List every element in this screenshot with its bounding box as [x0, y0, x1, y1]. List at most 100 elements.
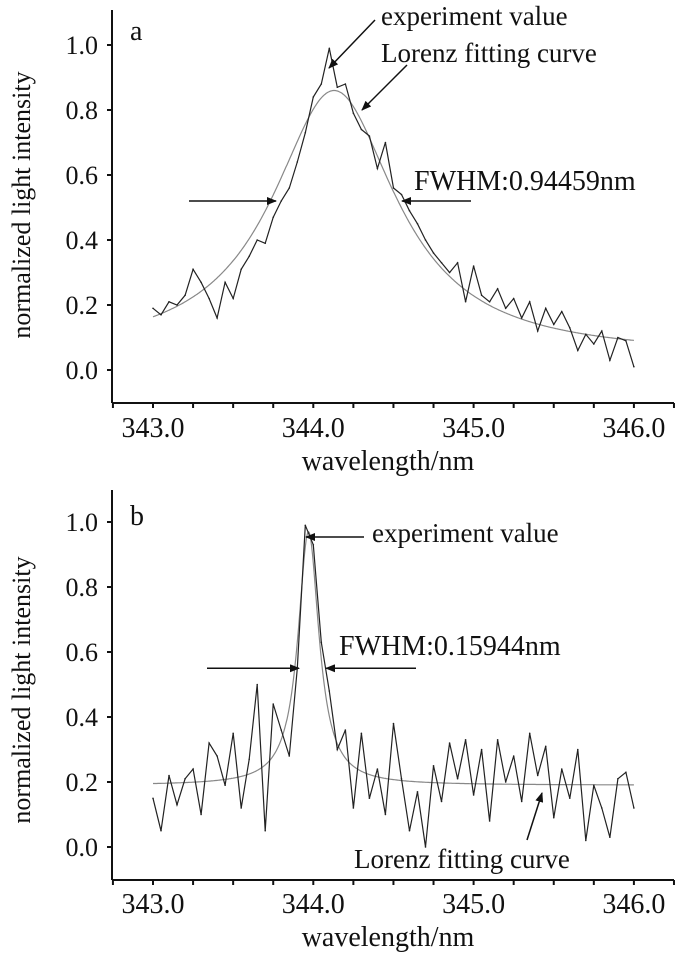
experiment-point	[480, 748, 483, 751]
experiment-point	[496, 738, 499, 741]
experiment-line	[152, 48, 635, 367]
experiment-point	[256, 683, 258, 686]
experiment-point	[208, 742, 210, 744]
experiment-point	[192, 768, 194, 770]
experiment-point	[392, 187, 395, 189]
experiment-point	[240, 807, 242, 809]
experiment-point	[408, 829, 411, 832]
x-tick-label: 343.0	[122, 413, 185, 444]
lorenz-fit-line	[152, 89, 634, 341]
experiment-point	[152, 797, 154, 800]
fit-arrow	[526, 792, 544, 841]
experiment-point	[304, 524, 307, 527]
experiment-point	[440, 800, 443, 803]
experiment-point	[432, 252, 435, 254]
experiment-point	[408, 209, 411, 212]
y-tick-label: 0.6	[66, 638, 99, 667]
experiment-point	[264, 829, 267, 832]
experiment-point	[288, 755, 291, 757]
experiment-point	[593, 343, 595, 345]
experiment-point	[208, 297, 210, 300]
y-tick-label: 0.4	[66, 226, 99, 255]
fit-arrow	[361, 64, 408, 111]
y-tick-label: 0.8	[66, 96, 99, 125]
fit-annotation: Lorenz fitting curve	[354, 844, 570, 874]
experiment-point	[456, 777, 459, 780]
experiment-point	[288, 187, 291, 189]
experiment-point	[216, 317, 218, 319]
lorenz-fit-line	[153, 530, 634, 786]
experiment-point	[464, 300, 467, 303]
y-axis-title: normalized light intensity	[7, 71, 36, 338]
experiment-point	[224, 281, 226, 284]
y-tick-label: 1.0	[66, 31, 99, 60]
experiment-point	[593, 784, 595, 787]
experiment-point	[200, 813, 202, 816]
experiment-point	[312, 96, 315, 98]
y-tick-label: 0.0	[66, 356, 99, 385]
fwhm-annotation: FWHM:0.15944nm	[339, 631, 561, 662]
experiment-point	[601, 330, 603, 332]
experiment-point	[625, 771, 627, 774]
x-axis-title: wavelength/nm	[302, 922, 475, 953]
experiment-point	[304, 131, 307, 134]
experiment-arrow	[328, 19, 376, 69]
x-axis-title: wavelength/nm	[302, 446, 475, 477]
experiment-point	[384, 813, 387, 816]
y-tick-label: 0.6	[66, 161, 99, 190]
experiment-point	[448, 271, 451, 274]
experiment-point	[488, 820, 491, 822]
experiment-point	[168, 300, 170, 303]
experiment-point	[568, 326, 571, 329]
experiment-point	[560, 768, 563, 770]
experiment-point	[264, 242, 267, 245]
experiment-point	[232, 297, 234, 300]
experiment-point	[400, 193, 403, 196]
x-tick-label: 343.0	[122, 889, 185, 920]
experiment-point	[232, 732, 234, 735]
experiment-point	[328, 47, 331, 50]
y-tick-label: 0.2	[66, 291, 99, 320]
experiment-point	[617, 336, 619, 339]
experiment-point	[528, 732, 531, 735]
experiment-point	[424, 239, 427, 241]
panel-a: 343.0 344.0 345.0 346.0 0.0 0.2 0.4 0.6 0.8 1.0 wa…	[7, 1, 675, 477]
experiment-annotation: experiment value	[381, 1, 568, 31]
experiment-point	[496, 287, 499, 290]
experiment-point	[392, 722, 395, 725]
experiment-point	[528, 300, 531, 303]
experiment-point	[312, 543, 315, 546]
experiment-point	[320, 641, 323, 644]
experiment-point	[168, 774, 170, 777]
experiment-point	[352, 112, 355, 115]
experiment-point	[152, 307, 154, 310]
fwhm-annotation: FWHM:0.94459nm	[414, 166, 636, 197]
experiment-point	[625, 339, 627, 342]
experiment-point	[568, 797, 571, 800]
experiment-line	[152, 525, 635, 848]
experiment-point	[248, 758, 250, 761]
experiment-point	[368, 135, 371, 137]
x-tick-label: 346.0	[602, 889, 665, 920]
experiment-point	[248, 255, 250, 258]
experiment-point	[585, 839, 587, 842]
experiment-point	[320, 83, 323, 85]
experiment-point	[536, 330, 539, 332]
experiment-point	[456, 261, 459, 264]
experiment-point	[416, 790, 419, 793]
experiment-point	[272, 703, 275, 705]
y-tick-label: 0.0	[66, 833, 99, 862]
experiment-annotation: experiment value	[372, 518, 559, 548]
experiment-point	[552, 816, 555, 819]
experiment-point	[520, 800, 523, 803]
experiment-point	[544, 307, 547, 310]
experiment-point	[633, 365, 635, 368]
experiment-point	[609, 359, 611, 362]
y-axis-title: normalized light intensity	[7, 556, 36, 823]
x-tick-label: 344.0	[282, 889, 345, 920]
experiment-point	[576, 748, 579, 751]
experiment-point	[448, 742, 451, 744]
experiment-point	[160, 313, 162, 316]
experiment-point	[280, 200, 283, 202]
